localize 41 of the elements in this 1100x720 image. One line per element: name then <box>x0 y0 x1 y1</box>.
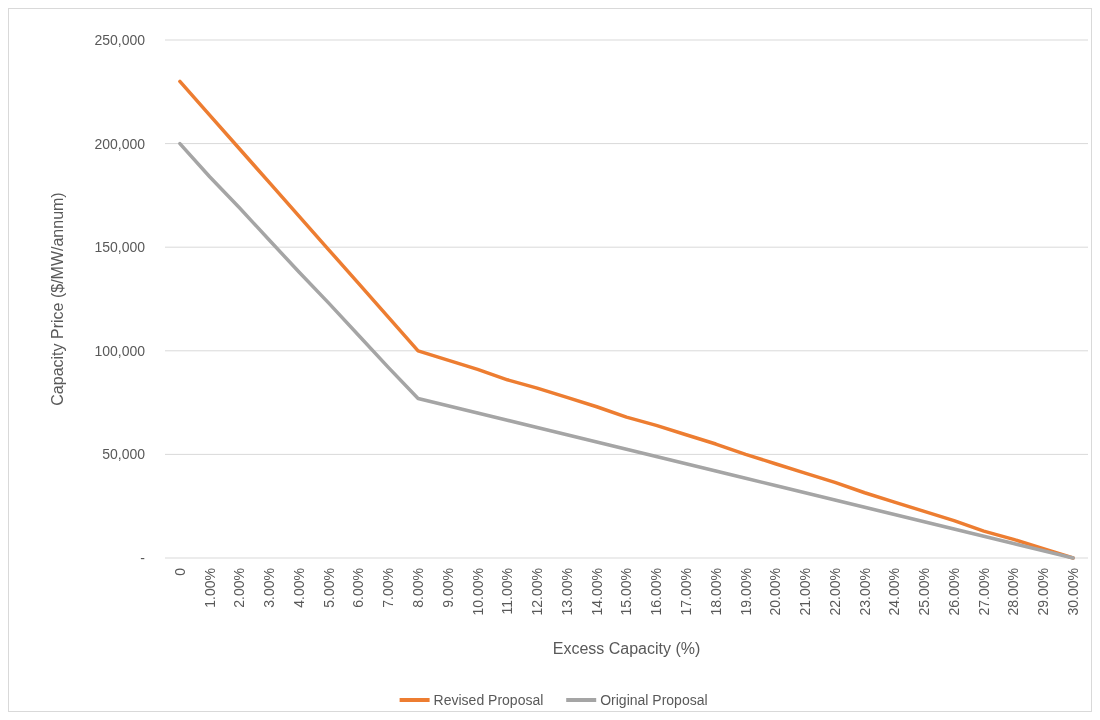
x-tick-label: 0 <box>171 567 188 576</box>
x-tick-label: 21.00% <box>797 568 814 616</box>
x-tick-label: 26.00% <box>945 568 962 616</box>
x-tick-label: 13.00% <box>558 568 575 616</box>
x-tick-label: 4.00% <box>290 568 307 608</box>
x-tick-label: 30.00% <box>1065 568 1082 616</box>
x-axis-title: Excess Capacity (%) <box>552 640 701 657</box>
x-tick-label: 20.00% <box>767 568 784 616</box>
y-tick-label: - <box>140 549 146 566</box>
x-tick-label: 5.00% <box>320 568 337 608</box>
x-tick-label: 8.00% <box>409 568 426 608</box>
y-tick-label: 150,000 <box>94 239 146 256</box>
x-tick-label: 22.00% <box>826 568 843 616</box>
x-tick-label: 7.00% <box>380 568 397 608</box>
x-tick-label: 27.00% <box>975 568 992 616</box>
x-tick-label: 17.00% <box>677 568 694 616</box>
x-tick-label: 29.00% <box>1035 568 1052 616</box>
x-tick-label: 15.00% <box>618 568 635 616</box>
x-tick-label: 11.00% <box>499 568 516 615</box>
x-tick-label: 28.00% <box>1005 568 1022 616</box>
y-tick-label: 250,000 <box>94 31 146 48</box>
x-tick-label: 1.00% <box>201 568 218 608</box>
y-tick-label: 100,000 <box>94 342 146 359</box>
x-tick-label: 19.00% <box>737 568 754 616</box>
x-tick-label: 9.00% <box>439 568 456 608</box>
legend-label: Revised Proposal <box>433 691 544 708</box>
x-tick-label: 14.00% <box>588 568 605 616</box>
x-tick-label: 2.00% <box>231 568 248 608</box>
y-tick-label: 200,000 <box>94 135 146 152</box>
legend-label: Original Proposal <box>600 691 708 708</box>
x-tick-label: 12.00% <box>529 568 546 616</box>
x-tick-label: 16.00% <box>648 568 665 616</box>
x-tick-label: 25.00% <box>916 568 933 616</box>
x-tick-label: 3.00% <box>261 568 278 608</box>
x-tick-label: 23.00% <box>856 568 873 616</box>
x-tick-label: 6.00% <box>350 568 367 608</box>
y-tick-label: 50,000 <box>102 446 146 463</box>
x-tick-label: 10.00% <box>469 568 486 616</box>
y-axis-title: Capacity Price ($/MW/annum) <box>49 192 66 406</box>
x-tick-label: 18.00% <box>707 568 724 616</box>
x-tick-label: 24.00% <box>886 568 903 616</box>
